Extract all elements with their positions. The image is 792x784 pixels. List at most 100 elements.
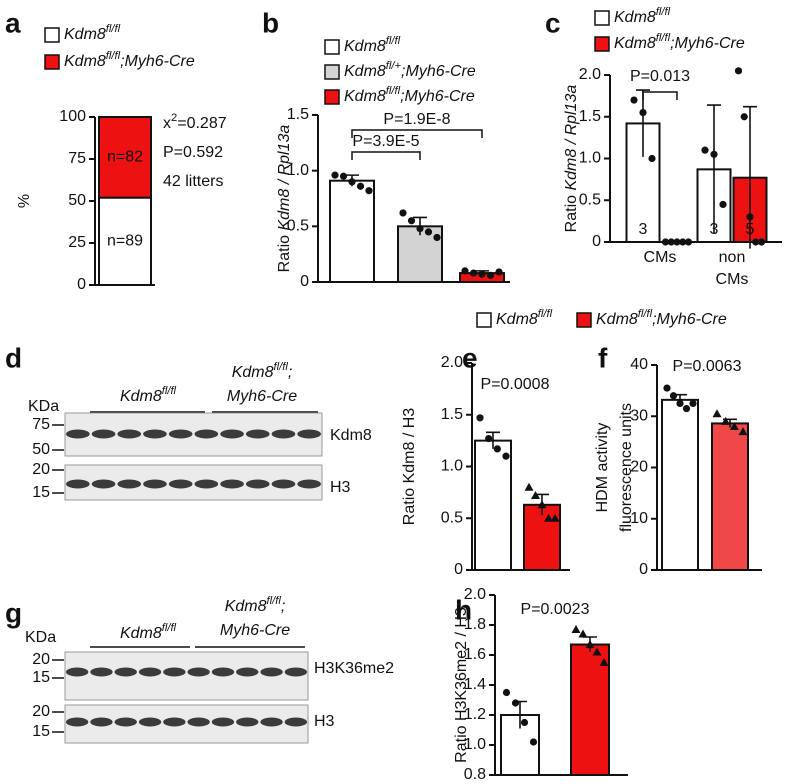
stat-label: P=0.592 [163, 144, 223, 161]
text-part: Kdm8 / Rpl13a [276, 125, 293, 231]
y-axis-label: Ratio Kdm8 / Rpl13a [563, 85, 580, 233]
blot-band [117, 429, 142, 439]
blot-band [194, 429, 219, 439]
blot-band [138, 667, 162, 677]
text-part: Kdm8 [232, 364, 274, 381]
blot-band [211, 717, 235, 727]
legend-label: Kdm8fl/fl;Myh6-Cre [344, 85, 475, 105]
blot-band [66, 479, 90, 489]
text-part: fl/fl [162, 622, 177, 634]
blot-band [168, 479, 193, 489]
blot-band [260, 667, 283, 677]
data-point [485, 434, 493, 443]
data-point [661, 238, 670, 246]
legend-swatch [324, 89, 340, 105]
text-part: Kdm8 [614, 35, 656, 52]
bar [329, 179, 375, 283]
target-label: H3 [314, 713, 335, 730]
data-point [648, 154, 656, 163]
text-part: fl/+ [386, 60, 402, 72]
blot-band [271, 479, 296, 489]
data-point [710, 150, 718, 158]
data-point [502, 452, 510, 460]
blot-band [245, 429, 270, 439]
count-label: n=82 [107, 149, 143, 166]
data-point [701, 146, 709, 154]
count-label: 3 [639, 221, 648, 238]
text-part: Kdm8 [344, 38, 386, 55]
bar [711, 422, 749, 571]
y-tick-label: 2.0 [441, 354, 463, 371]
y-tick-label: 25 [68, 234, 86, 251]
blot-band [187, 717, 210, 727]
y-tick-label: 0 [77, 276, 86, 293]
y-tick-label: 30 [630, 407, 648, 424]
data-point [348, 178, 356, 186]
ladder-label: 20 [32, 461, 50, 478]
y-axis-label: Ratio Kdm8 / H3 [401, 408, 418, 525]
text-part: P=0.592 [163, 144, 223, 161]
legend-label: Kdm8fl/fl;Myh6-Cre [614, 32, 745, 52]
stat-label: 42 litters [163, 173, 223, 190]
text-part: ;Myh6-Cre [120, 53, 195, 70]
y-tick-label: 0 [592, 233, 601, 250]
data-point [663, 384, 671, 392]
data-point [520, 718, 529, 727]
group-label: Kdm8fl/fl [120, 385, 177, 405]
panel-letter: b [262, 7, 279, 38]
blot-band [163, 717, 186, 727]
data-point [356, 182, 365, 190]
data-point [599, 658, 609, 666]
blot-band [90, 717, 113, 727]
text-part: fl/fl [386, 35, 401, 47]
y-tick-label: 1.8 [464, 616, 486, 633]
group-label: Kdm8fl/fl; [225, 595, 286, 615]
text-part: fl/fl [656, 6, 671, 18]
legend-swatch [44, 54, 60, 70]
blot-band [284, 717, 308, 727]
ladder-label: 20 [32, 651, 50, 668]
blot-band [297, 429, 321, 439]
text-part: Kdm8 [120, 625, 162, 642]
data-point [331, 171, 339, 179]
blot-band [260, 717, 283, 727]
legend-swatch [324, 39, 340, 55]
text-part: Kdm8 [64, 26, 106, 43]
data-point [673, 238, 681, 246]
kda-label: KDa [28, 398, 59, 415]
y-tick-label: 2.0 [464, 586, 486, 603]
blot-band [194, 479, 219, 489]
data-point [365, 187, 373, 195]
legend-swatch [324, 64, 340, 80]
y-tick-label: 75 [68, 150, 86, 167]
data-point [729, 422, 739, 430]
panel-letter: h [455, 594, 472, 625]
legend-label: Kdm8fl/fl [64, 23, 121, 43]
text-part: ;Myh6-Cre [652, 311, 727, 328]
p-value: P=1.9E-8 [383, 111, 450, 128]
text-part: fl/fl [538, 308, 553, 320]
data-point [757, 238, 766, 246]
y-tick-label: 1.5 [287, 106, 309, 123]
text-part: Kdm8 [120, 388, 162, 405]
data-point [721, 416, 731, 425]
text-part: Kdm8 [64, 53, 106, 70]
data-point [578, 629, 588, 638]
p-value: P=0.013 [630, 68, 690, 85]
data-point [339, 172, 348, 180]
data-point [592, 647, 602, 656]
error-bar [707, 104, 721, 234]
y-tick-label: 0 [639, 561, 648, 578]
y-tick-label: 1.0 [287, 162, 309, 179]
data-point [416, 224, 424, 233]
blot-band [143, 429, 167, 439]
legend-swatch [594, 10, 610, 26]
y-axis-label: Ratio Kdm8 / Rpl13a [276, 125, 293, 273]
y-tick-label: 1.6 [464, 646, 486, 663]
data-point [740, 113, 748, 121]
blot-band [271, 429, 296, 439]
ladder-label: 15 [32, 723, 50, 740]
data-point [544, 513, 553, 522]
blot-band [187, 667, 210, 677]
y-tick-label: 1.4 [464, 676, 486, 693]
